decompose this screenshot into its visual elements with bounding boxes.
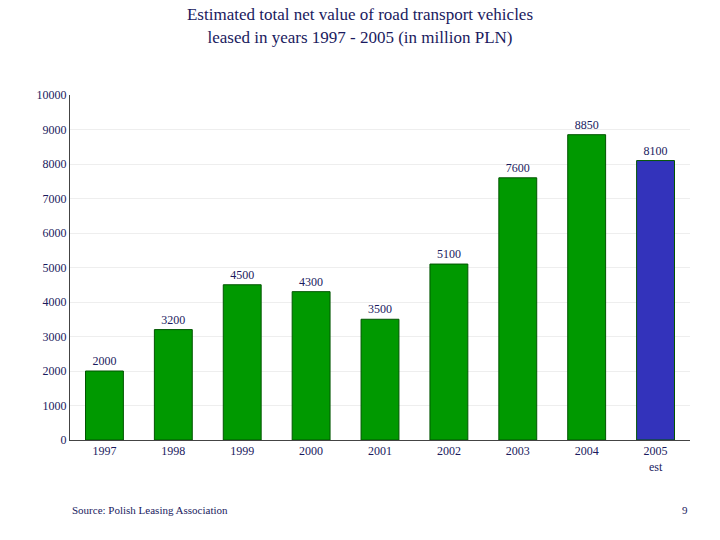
- svg-text:2001: 2001: [368, 444, 392, 458]
- svg-text:8000: 8000: [43, 157, 67, 171]
- svg-text:7600: 7600: [506, 161, 530, 175]
- svg-text:9: 9: [682, 504, 688, 516]
- svg-text:5100: 5100: [437, 247, 461, 261]
- svg-text:Estimated total net value of r: Estimated total net value of road transp…: [187, 5, 533, 46]
- svg-text:2000: 2000: [299, 444, 323, 458]
- svg-text:3500: 3500: [368, 302, 392, 316]
- svg-text:4000: 4000: [43, 295, 67, 309]
- svg-text:1000: 1000: [43, 399, 67, 413]
- svg-text:8100: 8100: [644, 144, 668, 158]
- svg-text:3000: 3000: [43, 330, 67, 344]
- svg-text:2005est: 2005est: [644, 444, 668, 474]
- svg-text:10000: 10000: [37, 88, 67, 102]
- svg-text:2004: 2004: [575, 444, 599, 458]
- svg-text:0: 0: [61, 433, 67, 447]
- svg-text:2003: 2003: [506, 444, 530, 458]
- svg-text:4300: 4300: [299, 275, 323, 289]
- svg-text:2000: 2000: [43, 364, 67, 378]
- svg-text:Source: Polish Leasing Associa: Source: Polish Leasing Association: [72, 504, 228, 516]
- svg-text:5000: 5000: [43, 261, 67, 275]
- svg-text:6000: 6000: [43, 226, 67, 240]
- svg-text:2002: 2002: [437, 444, 461, 458]
- svg-text:1999: 1999: [230, 444, 254, 458]
- svg-text:1998: 1998: [161, 444, 185, 458]
- svg-text:3200: 3200: [161, 313, 185, 327]
- svg-text:8850: 8850: [575, 118, 599, 132]
- svg-text:1997: 1997: [92, 444, 116, 458]
- svg-text:7000: 7000: [43, 192, 67, 206]
- svg-text:9000: 9000: [43, 123, 67, 137]
- svg-text:2000: 2000: [92, 354, 116, 368]
- svg-text:4500: 4500: [230, 268, 254, 282]
